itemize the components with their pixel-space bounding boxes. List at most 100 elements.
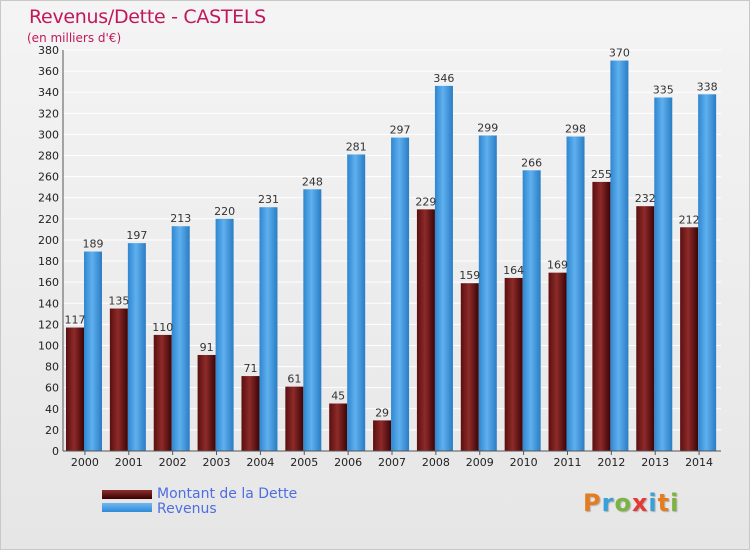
debt-bar [460,283,479,451]
x-tick-label: 2004 [246,456,274,469]
logo-letter: o [614,489,632,517]
debt-bar-label: 232 [635,192,656,205]
debt-bar-label: 164 [503,264,524,277]
revenue-bar-label: 248 [302,175,323,188]
debt-bar-label: 91 [200,341,214,354]
y-tick-label: 100 [38,339,59,352]
axes [62,50,721,452]
debt-bar-label: 159 [459,269,480,282]
revenue-bar [434,85,453,452]
legend-swatch-revenue [102,503,152,512]
y-tick-label: 60 [45,382,59,395]
x-tick-label: 2001 [115,456,143,469]
y-tick-label: 360 [38,65,59,78]
revenue-bar [478,135,497,451]
revenue-bar [84,251,102,451]
debt-bar [636,206,655,451]
x-tick-label: 2002 [159,456,187,469]
logo-letter: r [601,489,615,517]
debt-bar [416,209,435,451]
y-tick-label: 280 [38,150,59,163]
y-tick-label: 140 [38,297,59,310]
debt-bar [153,334,172,451]
chart-title: Revenus/Dette - CASTELS [29,6,266,28]
logo-letter: x [631,489,649,517]
debt-bar [285,386,304,451]
debt-bar-label: 169 [547,259,568,272]
debt-bar [109,308,128,451]
debt-bar [592,181,611,451]
debt-bar-label: 212 [679,213,700,226]
revenue-bar [259,207,278,451]
debt-bar [241,376,260,451]
logo-letter: i [648,489,658,517]
revenue-bar-label: 197 [126,229,147,242]
x-tick-label: 2011 [553,456,581,469]
y-tick-label: 320 [38,107,59,120]
debt-bar-label: 110 [152,321,173,334]
x-tick-label: 2007 [378,456,406,469]
debt-bar-label: 29 [375,406,389,419]
revenue-bar-label: 213 [170,212,191,225]
legend-label-debt: Montant de la Dette [157,486,298,502]
y-axis-ticks: 0 20 40 60 80 100 120 140 160 180 200 220 240 260 280 3… [38,44,59,458]
legend-swatch-debt [102,490,152,499]
debt-bar-label: 135 [108,295,129,308]
proxiti-logo: Proxiti [583,489,679,517]
debt-bar-label: 61 [287,373,301,386]
debt-bar [329,403,348,451]
data-labels: 117 189 135 197 110 213 91 220 71 231 61 248 45 281 29… [65,47,718,420]
x-tick-label: 2005 [290,456,318,469]
x-tick-label: 2003 [203,456,231,469]
revenue-bar [171,226,190,451]
revenue-bar [698,94,717,452]
x-axis-ticks: 2000 2001 2002 2003 2004 2005 2006 2007 2008 2009… [71,451,713,469]
logo-letter: P [583,489,602,517]
y-tick-label: 300 [38,128,59,141]
y-tick-label: 180 [38,255,59,268]
debt-bar [548,272,567,451]
revenue-bar-label: 298 [565,123,586,136]
revenue-bar-label: 370 [609,47,630,60]
debt-bar-label: 229 [415,195,436,208]
revenue-bar [215,218,234,451]
revenue-bar [391,137,410,451]
x-tick-label: 2010 [510,456,538,469]
y-tick-label: 200 [38,234,59,247]
revenue-bar [522,170,541,452]
debt-bar [680,227,699,451]
legend-label-revenue: Revenus [157,501,217,517]
revenue-bar-label: 297 [390,124,411,137]
revenue-bar-label: 346 [433,72,454,85]
x-tick-label: 2009 [466,456,494,469]
y-tick-label: 120 [38,318,59,331]
x-tick-label: 2006 [334,456,362,469]
bars [66,60,717,452]
x-tick-label: 2013 [641,456,669,469]
y-tick-label: 160 [38,276,59,289]
y-tick-label: 0 [52,445,59,458]
y-tick-label: 380 [38,44,59,57]
y-tick-label: 40 [45,403,59,416]
debt-bar [504,277,523,451]
revenue-bar-label: 266 [521,156,542,169]
revenue-bar-label: 281 [346,140,367,153]
revenue-bar [654,97,673,451]
revenue-bar-label: 189 [83,238,104,251]
x-tick-label: 2014 [685,456,713,469]
x-tick-label: 2008 [422,456,450,469]
debt-bar-label: 71 [243,362,257,375]
revenue-bar [347,154,366,451]
y-tick-label: 340 [38,86,59,99]
debt-bar-label: 255 [591,168,612,181]
debt-bar-label: 45 [331,390,345,403]
y-tick-label: 240 [38,192,59,205]
revenue-bar-label: 335 [653,83,674,96]
y-tick-label: 220 [38,213,59,226]
debt-bar [66,327,84,451]
debt-bar [373,420,392,451]
revenue-bar-label: 338 [697,80,718,93]
revenue-bar [610,60,629,451]
